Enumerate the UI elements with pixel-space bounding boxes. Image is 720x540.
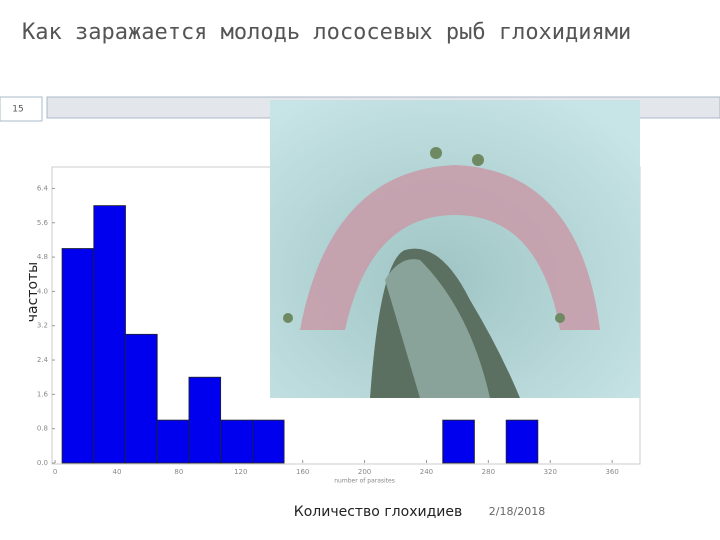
y-tick-label: 4.8 [37,253,48,261]
slide-number-box [0,96,43,122]
y-tick-label: 2.4 [37,356,49,364]
plot: 0.0 0.8 1.6 2.4 3.2 4.0 4.8 5.6 6.4 0 40 80 120 160 20… [37,184,619,484]
y-tick-label: 0.8 [37,425,48,433]
x-tick-label: 40 [113,468,122,476]
y-tick-label: 0.0 [37,459,48,467]
x-tick-label: 120 [234,468,247,476]
x-tick-label: 80 [174,468,183,476]
x-tick-label: 320 [544,468,557,476]
bar [188,376,222,464]
x-tick-label: 360 [605,468,618,476]
x-axis-title: number of parasites [334,478,395,485]
y-tick-label: 5.6 [37,219,49,227]
slide-number: 15 [12,105,23,115]
x-tick-label: 160 [296,468,309,476]
date: 2/18/2018 [489,505,545,518]
bar [442,419,475,464]
y-tick-label: 1.6 [37,390,49,398]
y-tick-label: 4.0 [37,287,48,295]
bar [93,205,126,464]
y-tick-label: 6.4 [37,184,49,192]
bar [220,419,253,464]
bar [505,419,539,464]
y-axis-title: частоты [25,262,41,322]
x-tick-label: 200 [358,468,371,476]
photo [270,100,640,398]
bar [61,248,95,464]
y-tick-label: 3.2 [37,322,48,330]
x-tick-label: 0 [53,468,57,476]
x-tick-label: 240 [420,468,433,476]
bar [125,333,158,464]
x-tick-label: 280 [482,468,495,476]
bar [251,419,285,464]
footer-text: Количество глохидиев [294,504,462,520]
slide-title: Как заражается молодь лососевых рыб глох… [22,20,631,45]
bar [156,419,190,464]
